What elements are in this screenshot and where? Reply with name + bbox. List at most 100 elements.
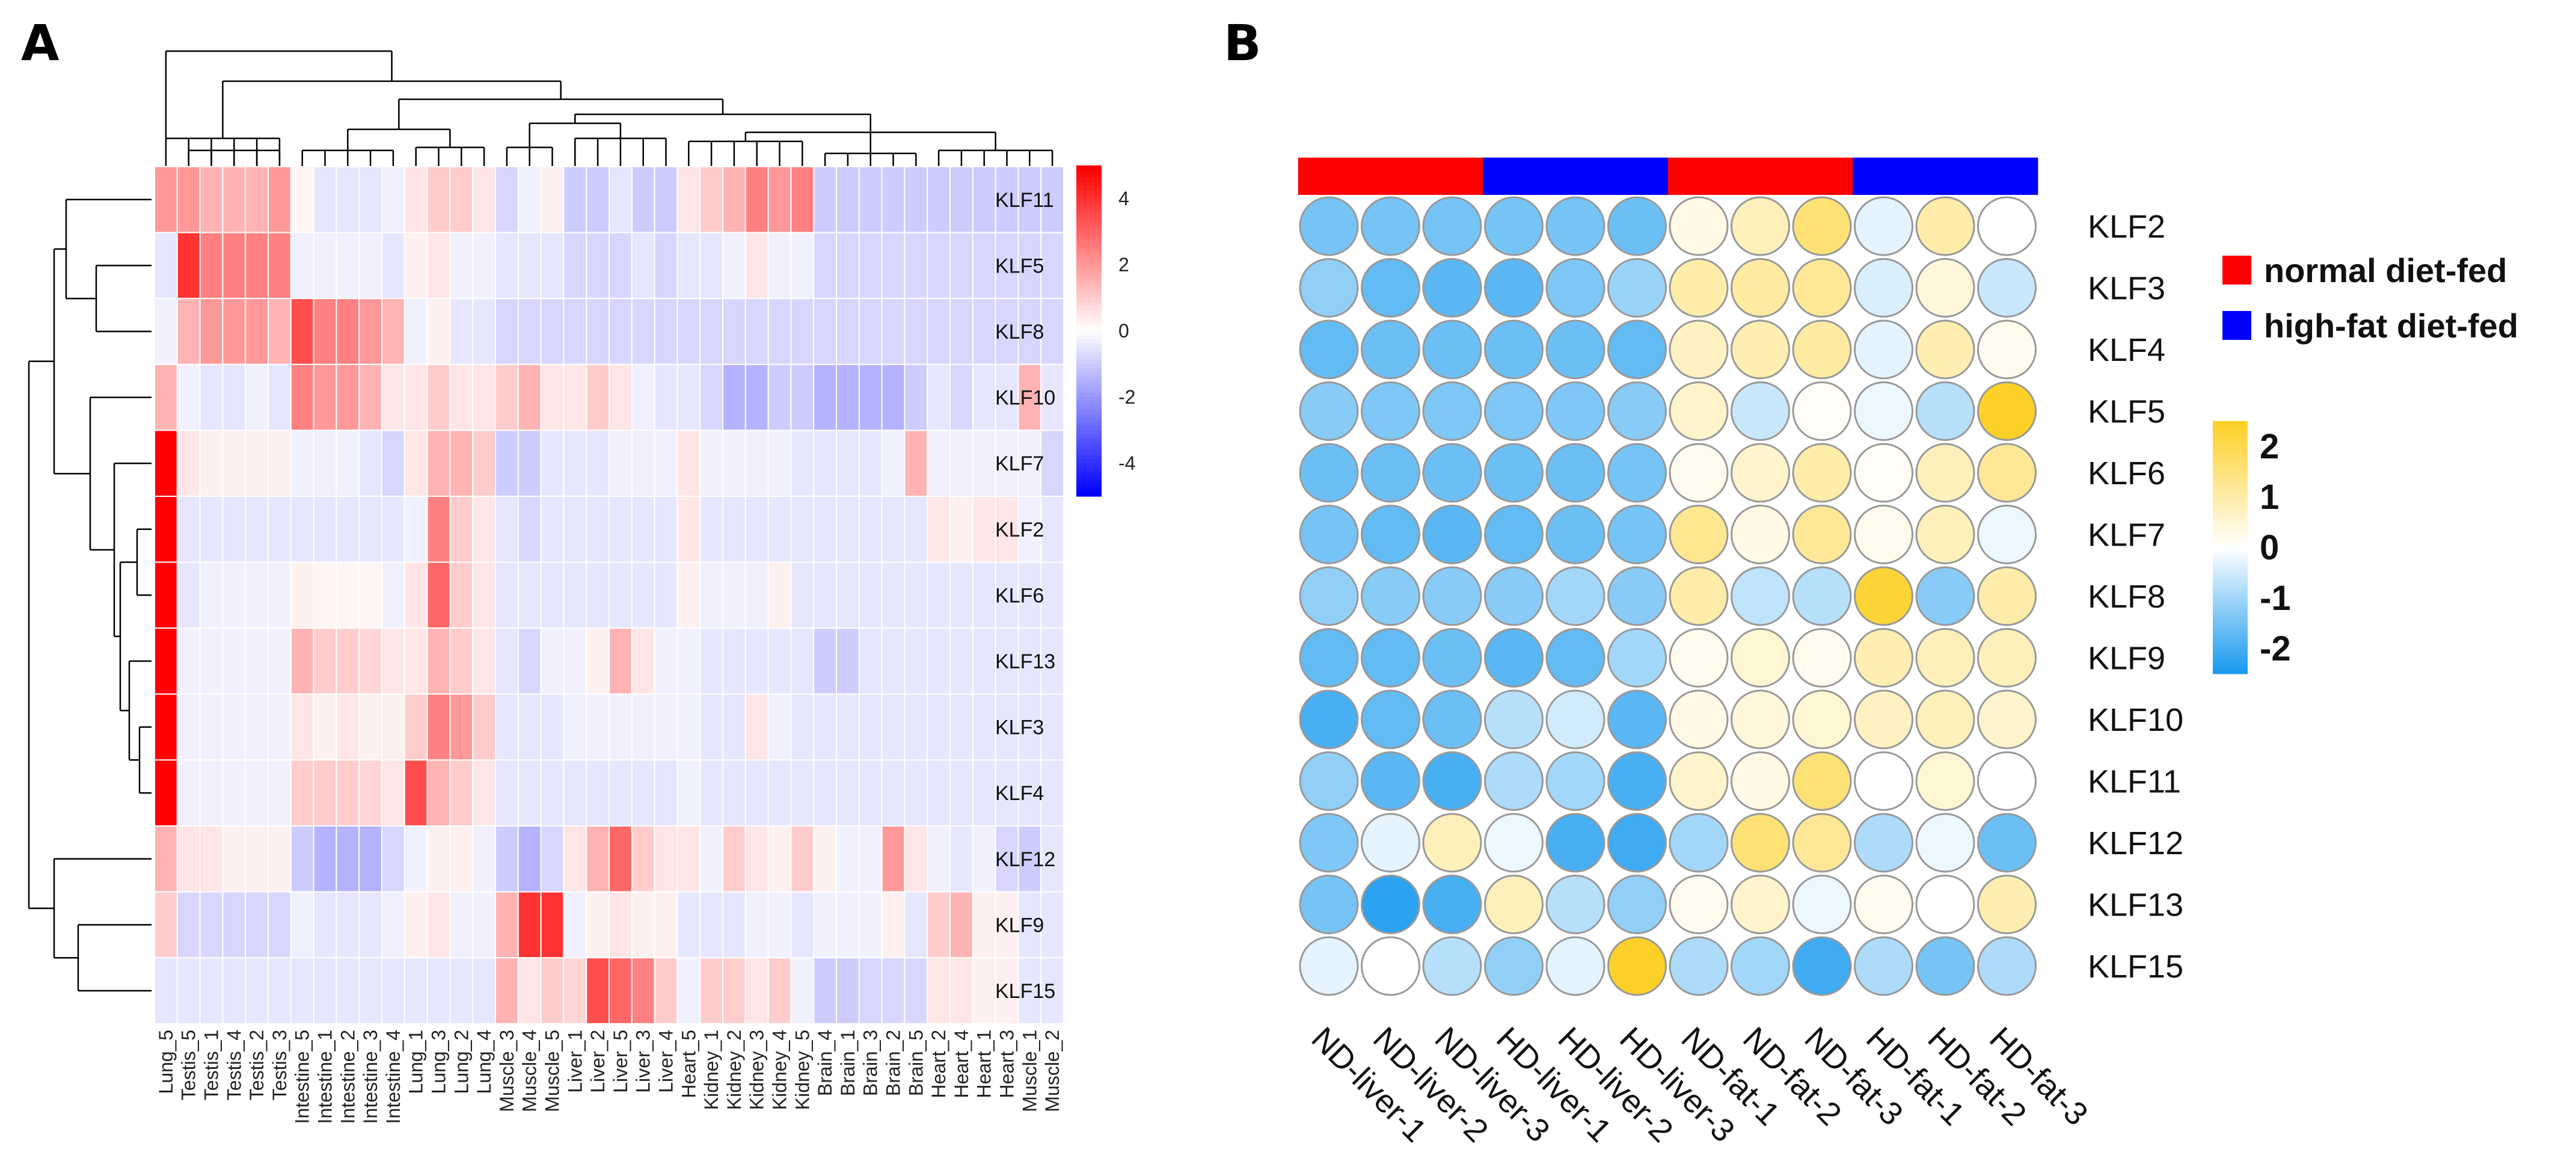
heatmap-a-cell bbox=[609, 957, 633, 1024]
diet-legend: normal diet-fed high-fat diet-fed bbox=[2222, 251, 2518, 345]
group-bar-segment bbox=[1791, 158, 1853, 195]
heatmap-b-circle bbox=[1731, 628, 1790, 688]
heatmap-a-cell bbox=[609, 232, 633, 300]
heatmap-a-cell bbox=[336, 232, 360, 300]
heatmap-a-cell bbox=[540, 561, 565, 629]
heatmap-a-cell bbox=[336, 957, 360, 1024]
colorbar-a-segment bbox=[1076, 463, 1102, 468]
heatmap-b-circle bbox=[1669, 689, 1729, 750]
heatmap-a-cell bbox=[472, 166, 497, 233]
colorbar-a-segment bbox=[1076, 351, 1102, 356]
heatmap-b-circle bbox=[1299, 443, 1359, 503]
colorbar-b-segment bbox=[2213, 620, 2248, 624]
heatmap-b-row-labels: KLF2 KLF3 KLF4 KLF5 KLF6 KLF7 KLF8 KLF9 KLF10 KLF… bbox=[2088, 209, 2183, 985]
colorbar-b-segment bbox=[2213, 587, 2248, 591]
heatmap-a-cell bbox=[313, 957, 337, 1024]
heatmap-a-cell bbox=[381, 561, 405, 629]
group-bar-segment bbox=[1544, 158, 1607, 195]
heatmap-a-cell bbox=[858, 363, 883, 431]
heatmap-a-cell bbox=[858, 561, 883, 629]
heatmap-a-cell bbox=[268, 627, 292, 695]
heatmap-a-cell bbox=[699, 957, 723, 1024]
colorbar-b-segment bbox=[2213, 616, 2248, 620]
heatmap-a-cell bbox=[154, 430, 178, 497]
colorbar-b-segment bbox=[2213, 634, 2248, 638]
heatmap-b-circle bbox=[1731, 196, 1790, 256]
heatmap-a-cell bbox=[472, 363, 497, 431]
heatmap-a-cell bbox=[449, 627, 474, 695]
heatmap-a-cell bbox=[403, 693, 428, 761]
heatmap-a-cell bbox=[722, 759, 746, 827]
heatmap-a-cell bbox=[813, 957, 837, 1024]
heatmap-a-cell bbox=[881, 363, 906, 431]
row-label-a: KLF8 bbox=[995, 321, 1044, 343]
heatmap-a-cell bbox=[517, 232, 542, 300]
colorbar-a-segment bbox=[1076, 426, 1102, 431]
heatmap-a-cell bbox=[972, 825, 996, 893]
heatmap-a-cell bbox=[858, 298, 883, 365]
heatmap-a-cell bbox=[813, 825, 837, 893]
heatmap-a-cell bbox=[790, 627, 815, 695]
heatmap-b-circle bbox=[1915, 505, 1975, 564]
row-label-b: KLF6 bbox=[2088, 455, 2165, 491]
heatmap-b-circle bbox=[1299, 751, 1359, 811]
heatmap-b-circle bbox=[1731, 813, 1790, 873]
heatmap-a-cell bbox=[449, 232, 474, 300]
legend-swatch bbox=[2222, 311, 2251, 340]
colorbar-b-segment bbox=[2213, 526, 2248, 530]
heatmap-b-column-labels: ND-liver-1ND-liver-2ND-liver-3HD-liver-1… bbox=[1305, 1020, 2095, 1149]
heatmap-a-cell bbox=[972, 166, 996, 233]
colorbar-b-segment bbox=[2213, 515, 2248, 519]
heatmap-a-cell bbox=[609, 693, 633, 761]
heatmap-a-cell bbox=[631, 298, 655, 365]
heatmap-a-cell bbox=[245, 759, 269, 827]
heatmap-a-cell bbox=[495, 825, 519, 893]
heatmap-a-cell bbox=[358, 957, 383, 1024]
heatmap-a-cell bbox=[722, 891, 746, 959]
heatmap-a-cell bbox=[676, 430, 701, 497]
heatmap-a-cell bbox=[449, 759, 474, 827]
heatmap-a-cell bbox=[767, 232, 792, 300]
heatmap-a-cell bbox=[1040, 166, 1064, 233]
heatmap-a-cell bbox=[472, 825, 497, 893]
colorbar-b-segment bbox=[2213, 540, 2248, 544]
heatmap-a-cell bbox=[540, 430, 565, 497]
column-label-a: Intestine_5 bbox=[292, 1030, 313, 1124]
heatmap-a-cell bbox=[154, 561, 178, 629]
heatmap-b-circle bbox=[1977, 628, 2037, 688]
heatmap-b-circle bbox=[1792, 505, 1852, 564]
heatmap-a-cell bbox=[586, 693, 610, 761]
heatmap-a-cell bbox=[790, 561, 815, 629]
heatmap-a-cell bbox=[813, 232, 837, 300]
heatmap-a-cell bbox=[245, 627, 269, 695]
heatmap-b-circle bbox=[1607, 813, 1667, 873]
heatmap-a-cell bbox=[699, 496, 723, 563]
heatmap-a-cell bbox=[403, 298, 428, 365]
heatmap-a-cell bbox=[949, 693, 974, 761]
heatmap-a-cell bbox=[472, 693, 497, 761]
heatmap-b-circle bbox=[1977, 936, 2037, 996]
heatmap-a-cell bbox=[881, 298, 906, 365]
colorbar-a-segment bbox=[1076, 430, 1102, 435]
heatmap-a-cell bbox=[222, 232, 247, 300]
heatmap-a-cell bbox=[1040, 232, 1064, 300]
heatmap-a-cell bbox=[495, 298, 519, 365]
heatmap-a-cell bbox=[972, 430, 996, 497]
heatmap-a-cell bbox=[676, 561, 701, 629]
heatmap-a-cell bbox=[199, 825, 224, 893]
heatmap-b-circle bbox=[1422, 936, 1482, 996]
heatmap-a-cell bbox=[313, 627, 337, 695]
heatmap-a-cell bbox=[767, 430, 792, 497]
heatmap-b-circle bbox=[1607, 689, 1667, 750]
heatmap-a-cell bbox=[1017, 232, 1042, 300]
colorbar-b-segment bbox=[2213, 569, 2248, 573]
heatmap-a-cell bbox=[313, 891, 337, 959]
heatmap-a-cell bbox=[176, 759, 201, 827]
heatmap-b-circle bbox=[1915, 381, 1975, 441]
heatmap-a-cell bbox=[199, 957, 224, 1024]
colorbar-a-segment bbox=[1076, 301, 1102, 307]
heatmap-b-circle bbox=[1299, 258, 1359, 318]
heatmap-a-cell bbox=[790, 957, 815, 1024]
heatmap-b-circle bbox=[1915, 196, 1975, 256]
heatmap-a-cell bbox=[426, 561, 451, 629]
